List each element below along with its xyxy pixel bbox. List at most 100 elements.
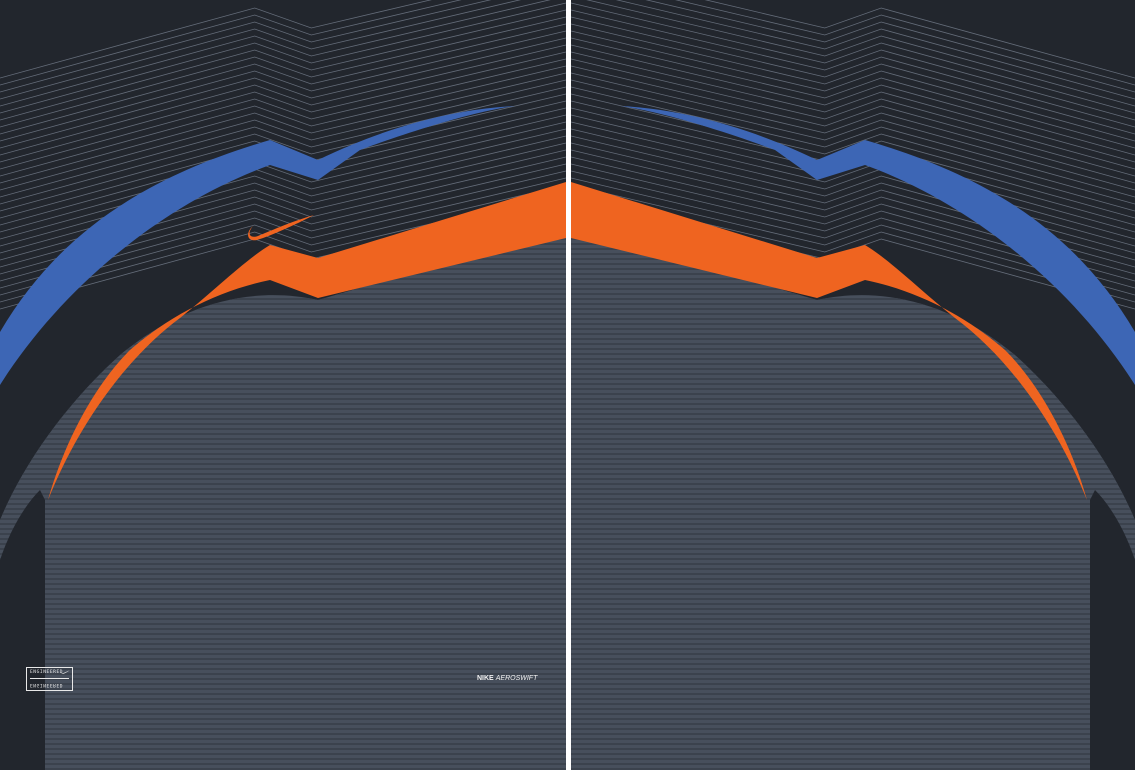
stripe-line — [0, 718, 566, 720]
chevron-line — [571, 177, 1135, 289]
stripe-line — [571, 608, 1135, 610]
blue-stripe — [620, 106, 1135, 385]
chevron-line — [571, 72, 1135, 184]
stripe-line — [0, 543, 566, 545]
stripe-line — [0, 408, 566, 410]
stripe-line — [571, 533, 1135, 535]
chevron-line — [0, 44, 566, 156]
stripe-line — [571, 463, 1135, 465]
stripe-line — [0, 358, 566, 360]
brand-name: NIKE — [477, 675, 494, 682]
stripe-line — [0, 538, 566, 540]
stripe-line — [571, 768, 1135, 770]
stripe-line — [0, 608, 566, 610]
stripe-line — [571, 553, 1135, 555]
chevron-line — [586, 0, 1135, 107]
stripe-line — [571, 323, 1135, 325]
stripe-line — [0, 473, 566, 475]
stripe-line — [0, 368, 566, 370]
stripe-line — [0, 493, 566, 495]
stripe-line — [0, 663, 566, 665]
stripe-line — [571, 743, 1135, 745]
stripe-line — [571, 643, 1135, 645]
chevron-line — [0, 30, 566, 142]
chevron-line — [0, 9, 566, 121]
stripe-line — [571, 753, 1135, 755]
stripe-line — [571, 698, 1135, 700]
chevron-line — [675, 0, 1135, 86]
stripe-line — [571, 723, 1135, 725]
stripe-line — [0, 643, 566, 645]
stripe-line — [0, 483, 566, 485]
stripe-line — [571, 613, 1135, 615]
stripe-line — [571, 358, 1135, 360]
stripe-line — [571, 458, 1135, 460]
stripe-line — [571, 598, 1135, 600]
center-divider — [566, 0, 571, 770]
stripe-line — [0, 498, 566, 500]
chevron-line — [571, 44, 1135, 156]
stripe-line — [571, 568, 1135, 570]
stripe-line — [571, 408, 1135, 410]
badge-bottom-text: ENGINEERED — [30, 682, 64, 687]
stripe-line — [0, 698, 566, 700]
stripe-line — [0, 743, 566, 745]
chevron-line — [571, 86, 1135, 198]
stripe-line — [571, 763, 1135, 765]
chevron-line — [0, 0, 551, 107]
stripe-line — [0, 758, 566, 760]
stripe-line — [0, 448, 566, 450]
stripe-line — [0, 728, 566, 730]
stripe-line — [571, 733, 1135, 735]
stripe-line — [571, 398, 1135, 400]
stripe-line — [0, 333, 566, 335]
stripe-line — [0, 318, 566, 320]
left-panel-artwork — [0, 0, 566, 770]
stripe-line — [0, 593, 566, 595]
chevron-line — [571, 2, 1135, 114]
stripe-line — [571, 478, 1135, 480]
stripe-line — [571, 658, 1135, 660]
stripe-line — [0, 583, 566, 585]
stripe-line — [571, 563, 1135, 565]
right-panel-artwork — [571, 0, 1135, 770]
stripe-line — [0, 533, 566, 535]
product-name: AEROSWIFT — [495, 675, 538, 682]
nike-swoosh-icon — [248, 215, 314, 241]
stripe-line — [571, 318, 1135, 320]
stripe-line — [571, 388, 1135, 390]
stripe-line — [0, 373, 566, 375]
stripe-line — [0, 673, 566, 675]
stripe-line — [571, 373, 1135, 375]
stripe-line — [0, 738, 566, 740]
stripe-line — [571, 588, 1135, 590]
stripe-line — [571, 303, 1135, 305]
stripe-line — [0, 723, 566, 725]
chevron-line — [0, 184, 566, 296]
stripe-line — [571, 638, 1135, 640]
stripe-line — [0, 488, 566, 490]
stripe-line — [0, 628, 566, 630]
chevron-line — [0, 51, 566, 163]
stripe-line — [0, 338, 566, 340]
stripe-line — [0, 513, 566, 515]
stripe-line — [571, 383, 1135, 385]
stripe-line — [0, 678, 566, 680]
left-garment-panel: ENGINEERED ENGINEERED NIKE AEROSWIFT — [0, 0, 566, 770]
stripe-line — [571, 328, 1135, 330]
chevron-line — [0, 79, 566, 191]
chevron-line — [0, 121, 566, 233]
stripe-line — [0, 658, 566, 660]
stripe-line — [0, 618, 566, 620]
stripe-line — [0, 353, 566, 355]
chevron-line — [0, 93, 566, 205]
stripe-line — [571, 498, 1135, 500]
stripe-line — [0, 503, 566, 505]
chevron-line — [571, 23, 1135, 135]
stripe-line — [0, 638, 566, 640]
stripe-line — [571, 538, 1135, 540]
stripe-line — [0, 323, 566, 325]
stripe-line — [571, 548, 1135, 550]
stripe-line — [571, 453, 1135, 455]
stripe-line — [571, 508, 1135, 510]
